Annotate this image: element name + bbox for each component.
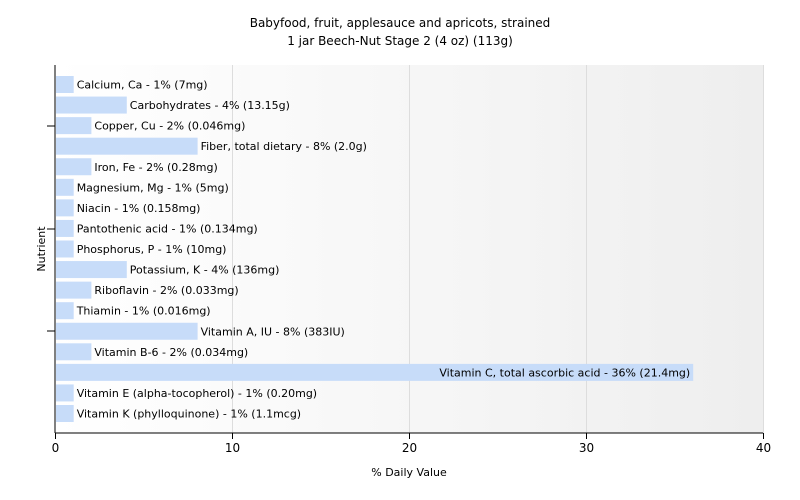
x-tick-label: 20 <box>402 441 417 455</box>
bar <box>56 117 92 135</box>
bar-label: Magnesium, Mg - 1% (5mg) <box>77 181 229 194</box>
bar <box>56 76 74 93</box>
bar-label: Pantothenic acid - 1% (0.134mg) <box>77 222 258 235</box>
bar-label: Niacin - 1% (0.158mg) <box>77 202 201 215</box>
bar <box>56 322 198 340</box>
bar-label: Vitamin K (phylloquinone) - 1% (1.1mcg) <box>77 408 301 421</box>
bar-label: Riboflavin - 2% (0.033mg) <box>94 284 238 297</box>
bar-label: Carbohydrates - 4% (13.15g) <box>130 99 290 112</box>
bar-label: Thiamin - 1% (0.016mg) <box>76 305 211 318</box>
bar <box>56 343 92 361</box>
bar-label: Vitamin E (alpha-tocopherol) - 1% (0.20m… <box>77 387 317 400</box>
bar <box>56 199 74 217</box>
bar-label: Vitamin B-6 - 2% (0.034mg) <box>94 346 248 359</box>
bar-label: Iron, Fe - 2% (0.28mg) <box>94 161 217 174</box>
bar-label: Potassium, K - 4% (136mg) <box>130 264 280 277</box>
x-tick-label: 40 <box>756 441 771 455</box>
bar <box>56 281 92 299</box>
bar-label: Vitamin A, IU - 8% (383IU) <box>201 325 345 338</box>
bar <box>56 137 198 155</box>
bar <box>56 219 74 237</box>
chart-subtitle: 1 jar Beech-Nut Stage 2 (4 oz) (113g) <box>287 34 513 48</box>
bar <box>56 261 127 279</box>
bar <box>56 302 74 320</box>
bar-label: Calcium, Ca - 1% (7mg) <box>77 79 208 92</box>
x-axis-ticks: 0 10 20 30 40 <box>52 433 771 455</box>
bar <box>56 384 74 402</box>
chart-title: Babyfood, fruit, applesauce and apricots… <box>250 16 551 30</box>
bar-label: Phosphorus, P - 1% (10mg) <box>77 243 227 256</box>
bar <box>56 96 127 114</box>
bar <box>56 240 74 258</box>
bar <box>56 158 92 176</box>
x-tick-label: 10 <box>225 441 240 455</box>
x-tick-label: 0 <box>52 441 60 455</box>
bar <box>56 405 74 422</box>
y-axis-title: Nutrient <box>35 226 48 272</box>
bar <box>56 363 694 381</box>
x-tick-label: 30 <box>579 441 594 455</box>
bars: Calcium, Ca - 1% (7mg) Carbohydrates - 4%… <box>56 76 694 422</box>
bar <box>56 178 74 196</box>
x-axis-title: % Daily Value <box>371 466 447 479</box>
bar-label: Fiber, total dietary - 8% (2.0g) <box>201 140 367 153</box>
bar-label: Copper, Cu - 2% (0.046mg) <box>94 120 245 133</box>
bar-label: Vitamin C, total ascorbic acid - 36% (21… <box>439 366 690 379</box>
